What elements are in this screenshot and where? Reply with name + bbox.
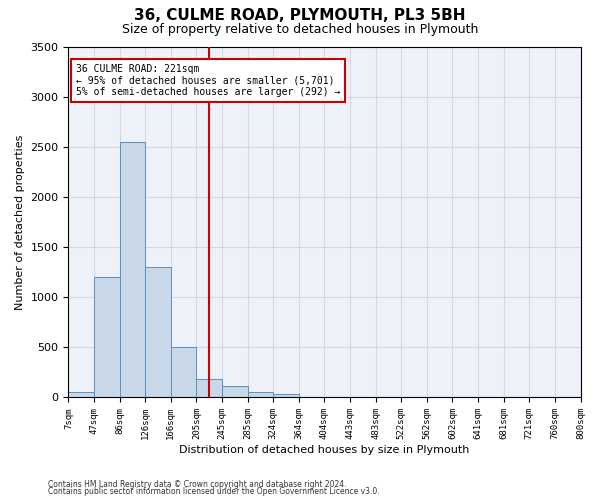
Bar [171, 348, 196, 398]
Bar [273, 394, 299, 398]
Text: Size of property relative to detached houses in Plymouth: Size of property relative to detached ho… [122, 22, 478, 36]
Text: 36 CULME ROAD: 221sqm
← 95% of detached houses are smaller (5,701)
5% of semi-de: 36 CULME ROAD: 221sqm ← 95% of detached … [76, 64, 340, 97]
X-axis label: Distribution of detached houses by size in Plymouth: Distribution of detached houses by size … [179, 445, 470, 455]
Bar [299, 397, 325, 398]
Bar [145, 267, 171, 398]
Bar [68, 392, 94, 398]
Bar [222, 386, 248, 398]
Bar [119, 142, 145, 398]
Text: 36, CULME ROAD, PLYMOUTH, PL3 5BH: 36, CULME ROAD, PLYMOUTH, PL3 5BH [134, 8, 466, 22]
Bar [94, 277, 119, 398]
Text: Contains public sector information licensed under the Open Government Licence v3: Contains public sector information licen… [48, 487, 380, 496]
Bar [248, 392, 273, 398]
Bar [325, 397, 350, 398]
Bar [196, 380, 222, 398]
Y-axis label: Number of detached properties: Number of detached properties [15, 134, 25, 310]
Text: Contains HM Land Registry data © Crown copyright and database right 2024.: Contains HM Land Registry data © Crown c… [48, 480, 347, 489]
